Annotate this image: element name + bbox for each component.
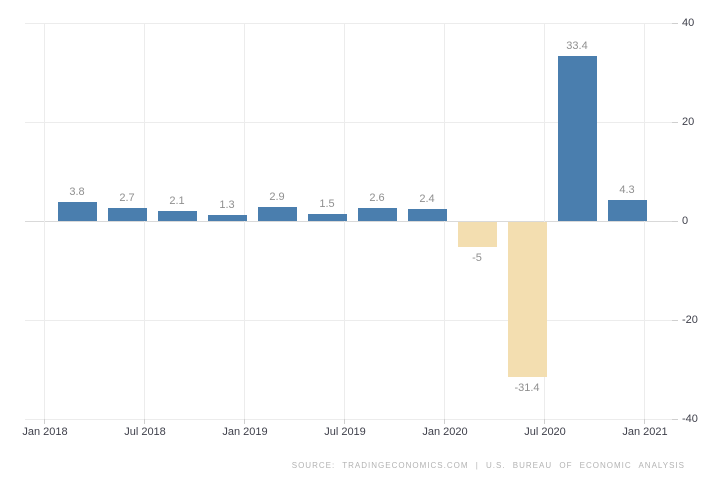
x-axis-label: Jan 2018: [22, 426, 68, 438]
y-axis-tick: [672, 221, 678, 222]
gridline-x: [444, 23, 445, 419]
gridline-y: [25, 23, 672, 24]
y-axis-label: 0: [682, 215, 689, 227]
x-axis-tick: [244, 419, 245, 424]
bar-value-label: 4.3: [619, 184, 635, 196]
y-axis-label: -40: [682, 413, 698, 425]
source-attribution: SOURCE: TRADINGECONOMICS.COM | U.S. BURE…: [291, 461, 685, 470]
x-axis-label: Jan 2019: [222, 426, 268, 438]
bar[interactable]: [557, 56, 597, 221]
bar-value-label: 2.1: [169, 195, 185, 207]
y-axis-label: 20: [682, 116, 695, 128]
bar-value-label: 1.5: [319, 198, 335, 210]
x-axis-label: Jan 2021: [622, 426, 668, 438]
gridline-y: [25, 221, 672, 222]
x-axis-tick: [44, 419, 45, 424]
bar-value-label: 1.3: [219, 199, 235, 211]
bar-value-label: 2.7: [119, 192, 135, 204]
y-axis-tick: [672, 419, 678, 420]
bar-value-label: 3.8: [69, 186, 85, 198]
gridline-x: [244, 23, 245, 419]
bar[interactable]: [207, 215, 247, 221]
x-axis-label: Jan 2020: [422, 426, 468, 438]
x-axis-tick: [444, 419, 445, 424]
bar[interactable]: [457, 222, 497, 247]
y-axis-tick: [672, 23, 678, 24]
gridline-x: [44, 23, 45, 419]
bar[interactable]: [257, 207, 297, 221]
bar[interactable]: [357, 208, 397, 221]
bar[interactable]: [157, 211, 197, 221]
x-axis-tick: [144, 419, 145, 424]
bar[interactable]: [407, 209, 447, 221]
x-axis-label: Jul 2019: [324, 426, 366, 438]
gridline-x: [144, 23, 145, 419]
bar-value-label: 33.4: [566, 40, 588, 52]
bar-value-label: 2.6: [369, 192, 385, 204]
gridline-y: [25, 419, 672, 420]
bar-value-label: -5: [472, 252, 482, 264]
gridline-x: [544, 23, 545, 419]
gridline-x: [644, 23, 645, 419]
bar-value-label: 2.9: [269, 191, 285, 203]
bar-value-label: 2.4: [419, 193, 435, 205]
y-axis-tick: [672, 122, 678, 123]
x-axis-label: Jul 2018: [124, 426, 166, 438]
bar[interactable]: [307, 214, 347, 221]
x-axis-tick: [644, 419, 645, 424]
gridline-x: [344, 23, 345, 419]
gridline-y: [25, 122, 672, 123]
y-axis-label: -20: [682, 314, 698, 326]
bar-value-label: -31.4: [514, 382, 540, 394]
bar[interactable]: [507, 222, 547, 377]
bar[interactable]: [607, 200, 647, 221]
x-axis-tick: [344, 419, 345, 424]
x-axis-label: Jul 2020: [524, 426, 566, 438]
x-axis-tick: [544, 419, 545, 424]
y-axis-label: 40: [682, 17, 695, 29]
gridline-y: [25, 320, 672, 321]
bar[interactable]: [57, 202, 97, 221]
bar[interactable]: [107, 208, 147, 221]
y-axis-tick: [672, 320, 678, 321]
